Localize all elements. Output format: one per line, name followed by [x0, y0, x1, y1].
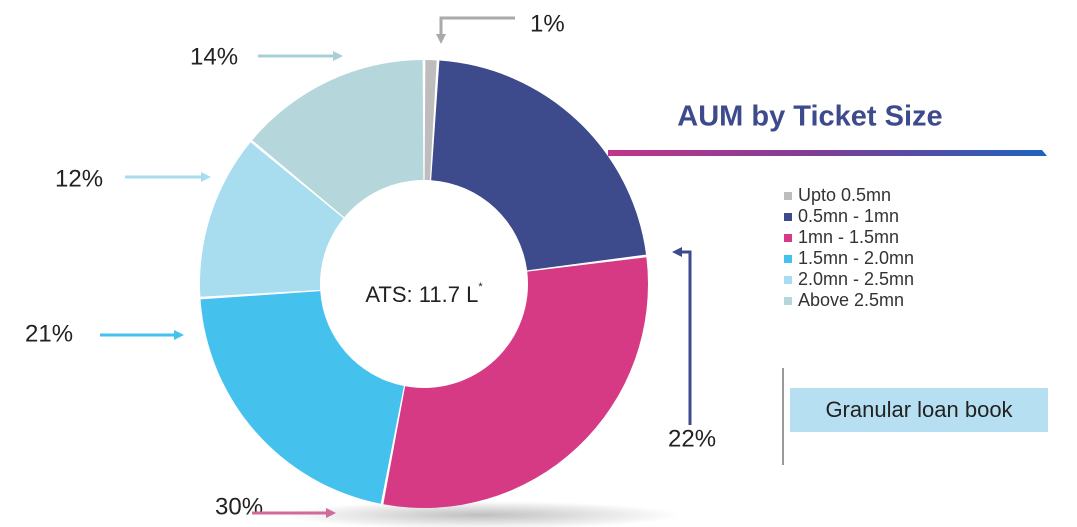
slice [200, 291, 404, 504]
arrow-head [326, 508, 336, 518]
chart-title: AUM by Ticket Size [677, 101, 942, 133]
legend-label: 1.5mn - 2.0mn [798, 248, 914, 268]
legend-swatch [784, 255, 792, 263]
slice [252, 60, 424, 218]
arrow-head [201, 172, 211, 182]
value-label: 1% [530, 10, 565, 37]
value-label: 22% [668, 425, 716, 452]
arrow-head [672, 247, 682, 257]
center-label: ATS: 11.7 L* [365, 281, 483, 307]
leader-line [439, 16, 515, 36]
legend-swatch [784, 213, 792, 221]
legend-label: 0.5mn - 1mn [798, 206, 899, 226]
value-label: 21% [25, 320, 73, 347]
value-label: 14% [190, 43, 238, 70]
legend-label: Above 2.5mn [798, 290, 904, 310]
arrow-head [174, 330, 184, 340]
legend-swatch [784, 297, 792, 305]
arrow-head [333, 51, 343, 61]
slice [383, 257, 648, 508]
legend-swatch [784, 192, 792, 200]
legend-swatch [784, 234, 792, 242]
slice [200, 142, 344, 297]
annotation: Granular loan book [825, 397, 1013, 422]
legend-label: 1mn - 1.5mn [798, 227, 899, 247]
legend-label: 2.0mn - 2.5mn [798, 269, 914, 289]
slice [431, 60, 647, 271]
slice [424, 60, 437, 181]
value-label: 30% [215, 493, 263, 520]
arrow-head [436, 34, 446, 44]
shadow [280, 501, 680, 527]
legend-label: Upto 0.5mn [798, 185, 891, 205]
center-text: ATS: 11.7 L [365, 282, 478, 307]
value-label: 12% [55, 165, 103, 192]
center-sup: * [478, 281, 483, 293]
legend-swatch [784, 276, 792, 284]
annotation-box [790, 388, 1048, 432]
title-underline [608, 150, 1047, 156]
leader-line [680, 250, 692, 425]
